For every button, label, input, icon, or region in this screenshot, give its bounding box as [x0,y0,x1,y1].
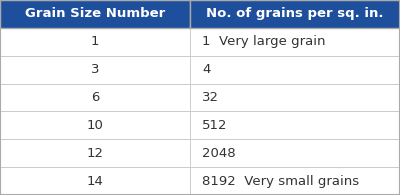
Bar [0,56,190,84]
Text: 3: 3 [91,63,99,76]
Bar [0,84,190,111]
Bar [0,111,190,139]
Text: 6: 6 [91,91,99,104]
Bar [190,167,400,195]
Text: 8192  Very small grains: 8192 Very small grains [202,175,359,188]
Text: No. of grains per sq. in.: No. of grains per sq. in. [206,7,384,20]
Text: 12: 12 [86,147,104,160]
Bar [190,28,400,56]
Text: 10: 10 [86,119,104,132]
Bar [0,28,190,56]
Text: Grain Size Number: Grain Size Number [25,7,165,20]
Text: 14: 14 [86,175,104,188]
Bar [0,0,190,28]
Bar [190,111,400,139]
Bar [190,56,400,84]
Bar [190,139,400,167]
Text: 512: 512 [202,119,228,132]
Text: 1: 1 [91,35,99,48]
Text: 4: 4 [202,63,210,76]
Bar [0,167,190,195]
Bar [0,139,190,167]
Text: 2048: 2048 [202,147,236,160]
Text: 32: 32 [202,91,219,104]
Bar [190,84,400,111]
Text: 1  Very large grain: 1 Very large grain [202,35,326,48]
Bar [190,0,400,28]
